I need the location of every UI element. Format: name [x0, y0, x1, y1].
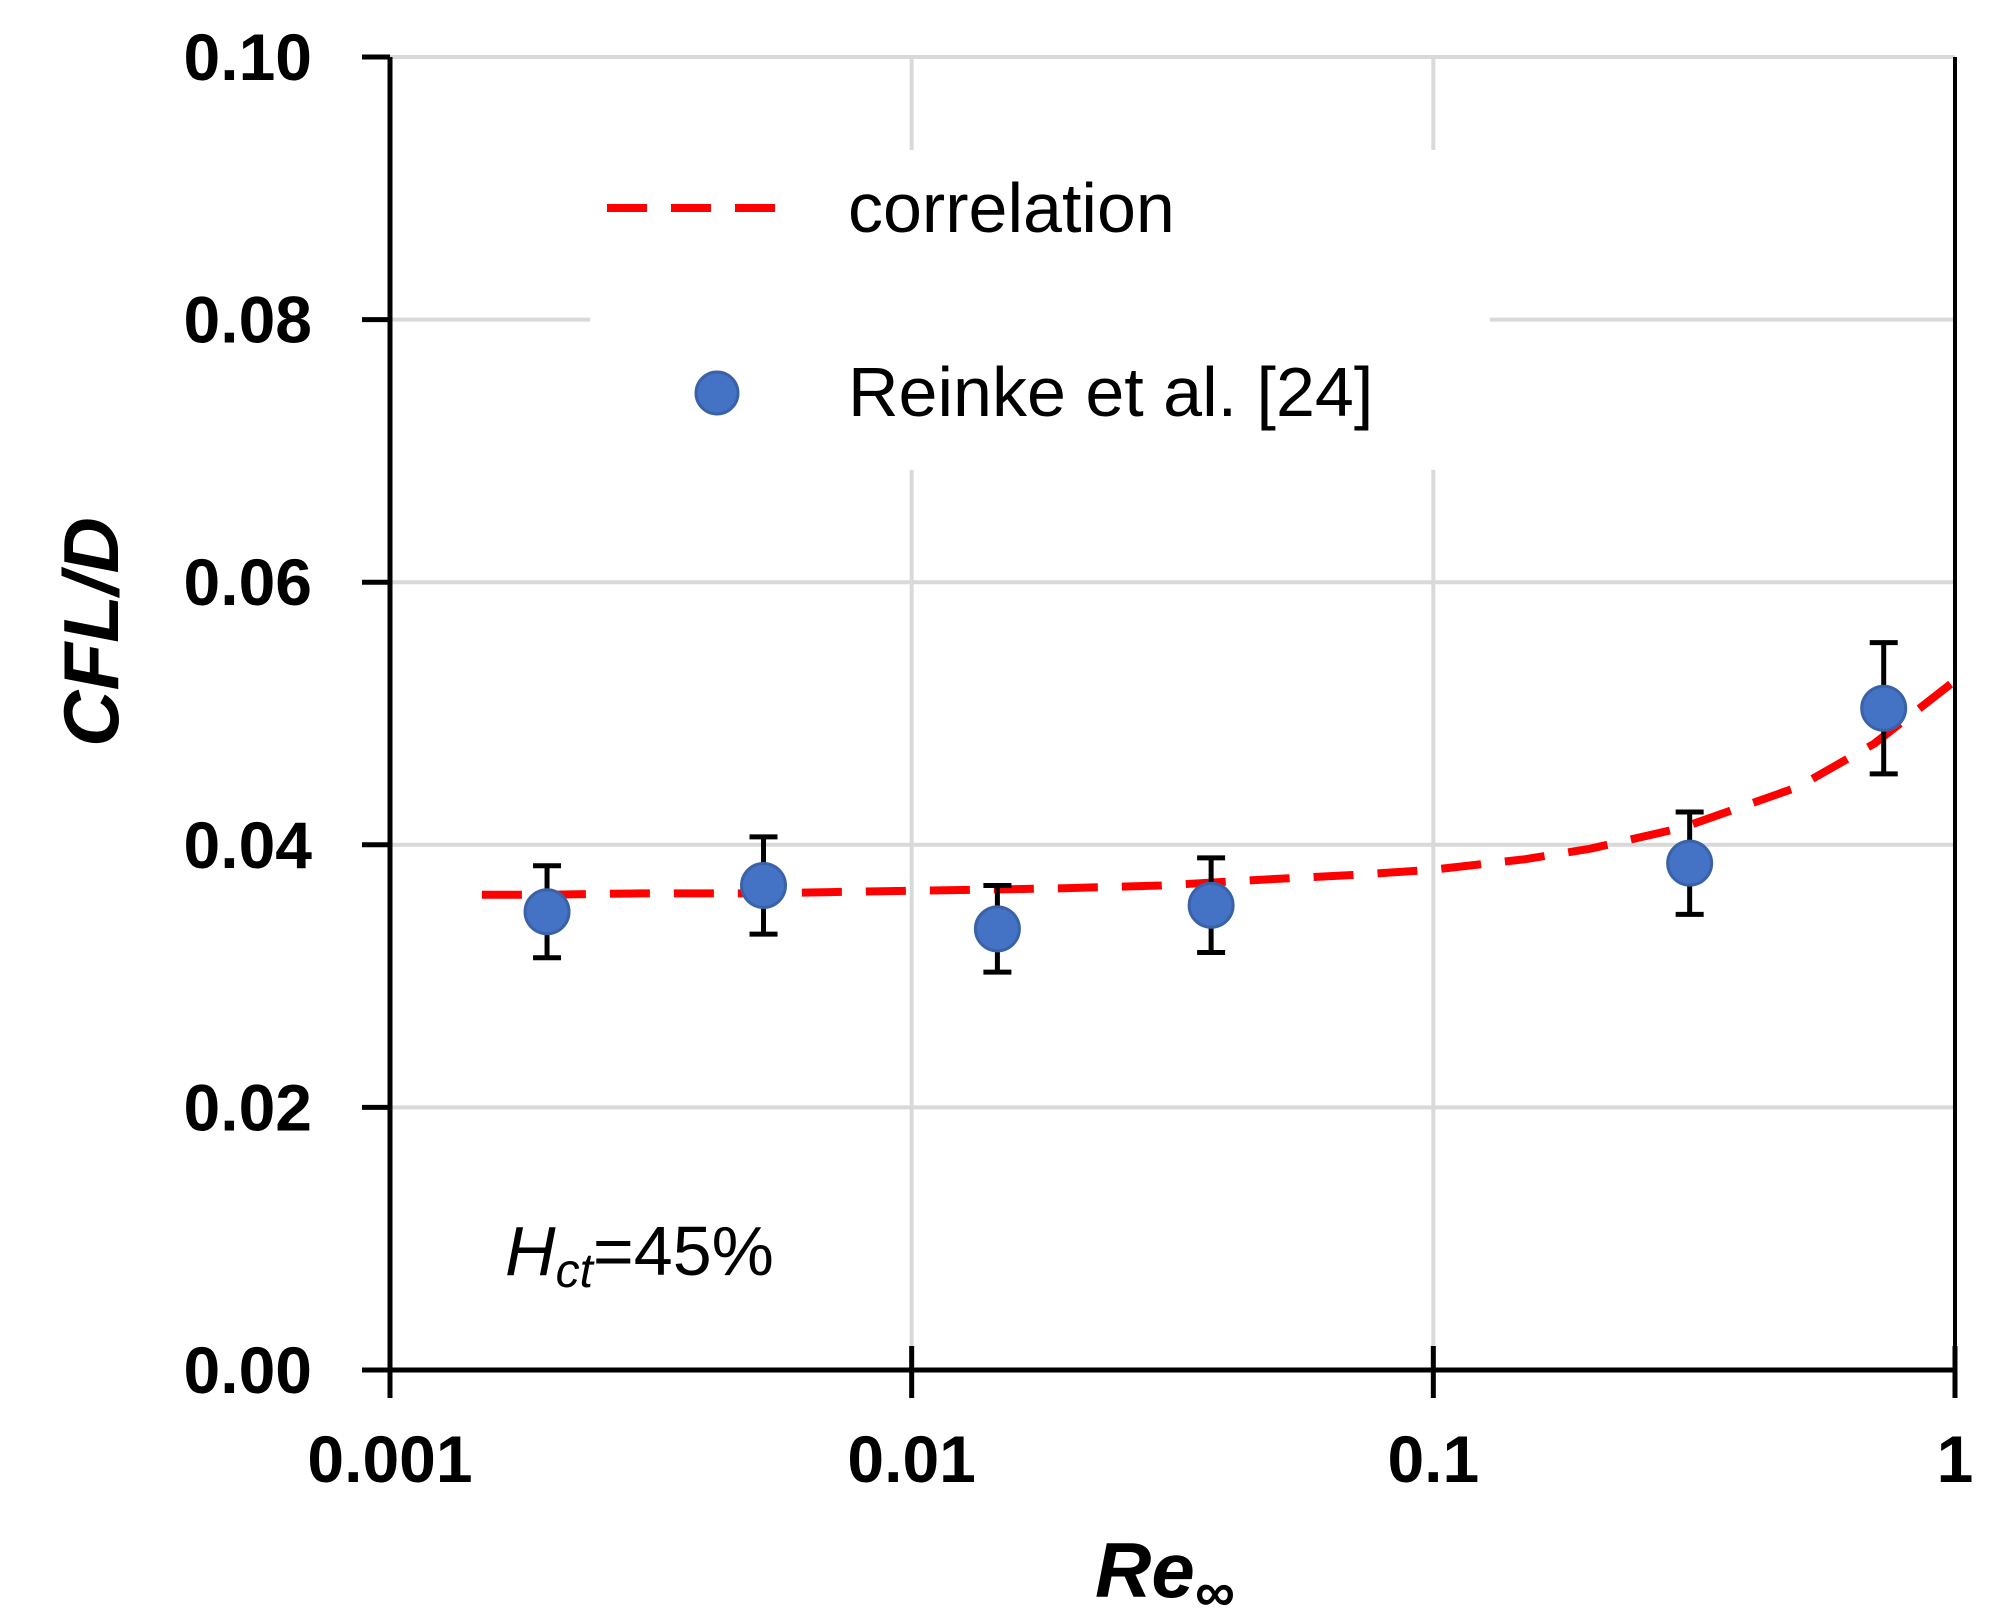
legend: correlation Reinke et al. [24]	[607, 169, 1373, 431]
x-tick-label: 0.001	[307, 1422, 472, 1496]
reinke-series	[523, 640, 1908, 975]
correlation-series	[481, 677, 1958, 899]
axes	[362, 54, 1958, 1398]
data-point-group	[1666, 809, 1714, 917]
x-tick-label: 1	[1937, 1422, 1974, 1496]
y-tick-label: 0.04	[184, 808, 313, 882]
y-tick-label: 0.02	[184, 1070, 312, 1144]
data-point-group	[973, 883, 1021, 975]
data-point-group	[740, 834, 788, 937]
data-point-group	[523, 863, 571, 961]
annotation-background	[495, 1200, 835, 1305]
data-point	[1187, 881, 1235, 929]
legend-background	[590, 150, 1490, 470]
legend-swatch-reinke	[694, 370, 740, 416]
legend-label-correlation: correlation	[848, 169, 1175, 247]
data-point	[523, 888, 571, 936]
data-point	[973, 905, 1021, 953]
y-tick-label: 0.06	[184, 545, 312, 619]
y-tick-label: 0.08	[184, 283, 312, 357]
tick-labels: 0.00 0.02 0.04 0.06 0.08 0.10 0.001 0.01 0.1 1	[184, 20, 1974, 1496]
x-tick-label: 0.1	[1387, 1422, 1479, 1496]
data-point	[1666, 839, 1714, 887]
y-tick-label: 0.00	[184, 1333, 312, 1407]
y-axis-title: CFL/D	[47, 517, 135, 747]
legend-label-reinke: Reinke et al. [24]	[848, 353, 1373, 431]
data-point	[1860, 684, 1908, 732]
data-point-group	[1187, 855, 1235, 955]
data-point	[740, 862, 788, 910]
data-point-group	[1860, 640, 1908, 777]
y-tick-label: 0.10	[184, 20, 312, 94]
correlation-line	[481, 677, 1958, 899]
x-tick-label: 0.01	[847, 1422, 975, 1496]
annotation-hct: Hct=45%	[505, 1212, 774, 1298]
x-axis-title: Re∞	[1095, 1526, 1235, 1618]
